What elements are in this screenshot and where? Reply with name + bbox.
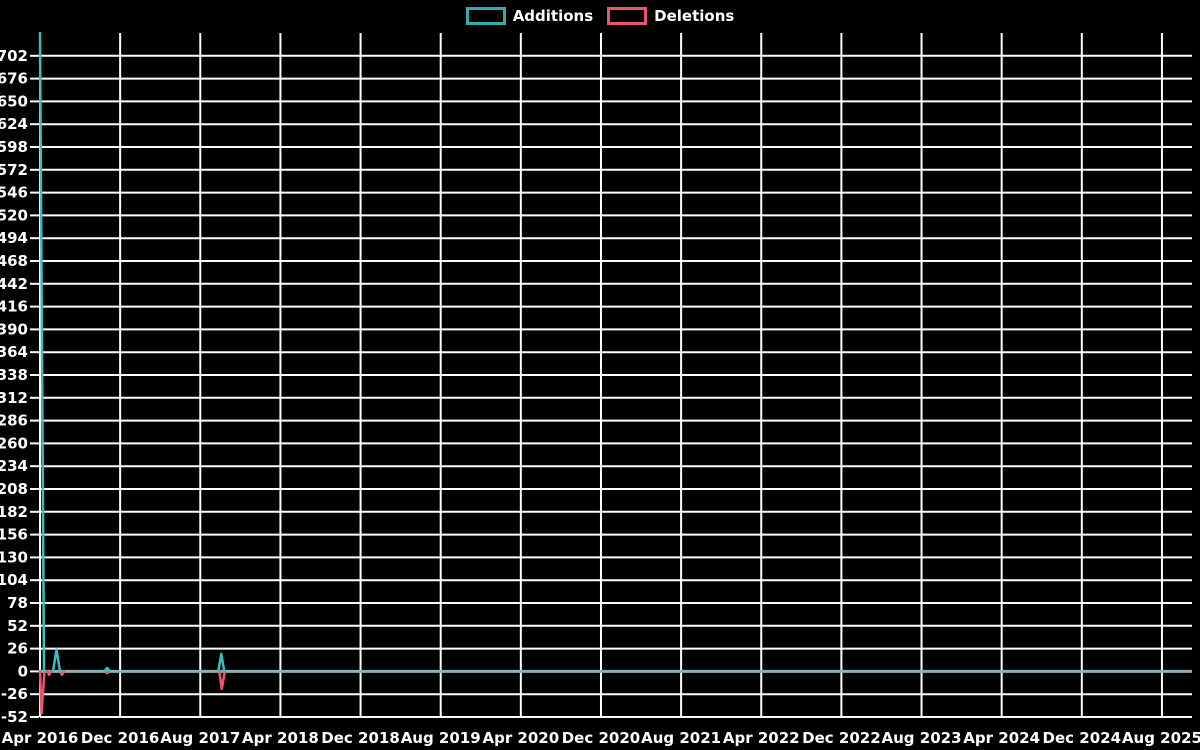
x-tick-label: Apr 2020 (482, 729, 559, 747)
y-tick-label: 572 (0, 161, 28, 179)
y-tick-label: 416 (0, 298, 28, 316)
y-tick-label: 546 (0, 184, 28, 202)
x-tick-label: Dec 2018 (321, 729, 400, 747)
y-tick-label: 364 (0, 343, 28, 361)
y-tick-label: 598 (0, 138, 28, 156)
y-tick-label: 208 (0, 480, 28, 498)
legend-item-additions[interactable]: Additions (465, 6, 594, 25)
y-tick-label: 234 (0, 457, 28, 475)
x-tick-label: Apr 2024 (963, 729, 1040, 747)
y-tick-label: 520 (0, 206, 28, 224)
y-tick-label: -26 (1, 685, 28, 703)
y-tick-label: 78 (7, 594, 28, 612)
deletions-swatch-icon (607, 7, 648, 25)
additions-swatch-icon (465, 7, 506, 25)
x-tick-label: Dec 2020 (562, 729, 641, 747)
additions-legend-label: Additions (512, 6, 594, 25)
x-tick-label: Dec 2022 (802, 729, 881, 747)
chart-legend: Additions Deletions (0, 7, 1200, 25)
additions-line (102, 666, 112, 673)
x-tick-label: Apr 2016 (2, 729, 79, 747)
x-tick-label: Aug 2019 (401, 729, 481, 747)
x-tick-label: Dec 2016 (81, 729, 160, 747)
x-tick-label: Aug 2025 (1122, 729, 1200, 747)
deletions-line (46, 670, 53, 677)
y-tick-label: 130 (0, 548, 28, 566)
y-tick-label: 312 (0, 389, 28, 407)
legend-item-deletions[interactable]: Deletions (607, 7, 734, 25)
y-tick-label: 390 (0, 320, 28, 338)
additions-line (38, 31, 46, 673)
deletions-line (38, 670, 46, 715)
x-tick-label: Aug 2023 (882, 729, 962, 747)
y-tick-label: 442 (0, 275, 28, 293)
y-tick-label: 624 (0, 115, 28, 133)
additions-line (217, 652, 226, 673)
x-tick-label: Apr 2018 (242, 729, 319, 747)
y-tick-label: 468 (0, 252, 28, 270)
y-tick-label: 676 (0, 70, 28, 88)
y-tick-label: 650 (0, 92, 28, 110)
y-tick-label: 338 (0, 366, 28, 384)
deletions-line (103, 670, 111, 675)
deletions-line (58, 670, 66, 677)
y-tick-label: 702 (0, 47, 28, 65)
y-tick-label: 0 (18, 662, 28, 680)
y-tick-label: 286 (0, 412, 28, 430)
y-tick-label: 260 (0, 434, 28, 452)
y-tick-label: 52 (7, 617, 28, 635)
x-tick-label: Apr 2022 (723, 729, 800, 747)
x-tick-label: Aug 2021 (641, 729, 721, 747)
x-tick-label: Dec 2024 (1043, 729, 1122, 747)
x-tick-label: Aug 2017 (160, 729, 240, 747)
y-tick-label: 182 (0, 503, 28, 521)
y-tick-label: 156 (0, 526, 28, 544)
y-tick-label: -52 (1, 708, 28, 726)
y-tick-label: 104 (0, 571, 28, 589)
additions-line (51, 648, 62, 673)
deletions-line (218, 670, 227, 691)
y-tick-label: 26 (7, 640, 28, 658)
deletions-legend-label: Deletions (654, 6, 735, 25)
y-tick-label: 494 (0, 229, 28, 247)
